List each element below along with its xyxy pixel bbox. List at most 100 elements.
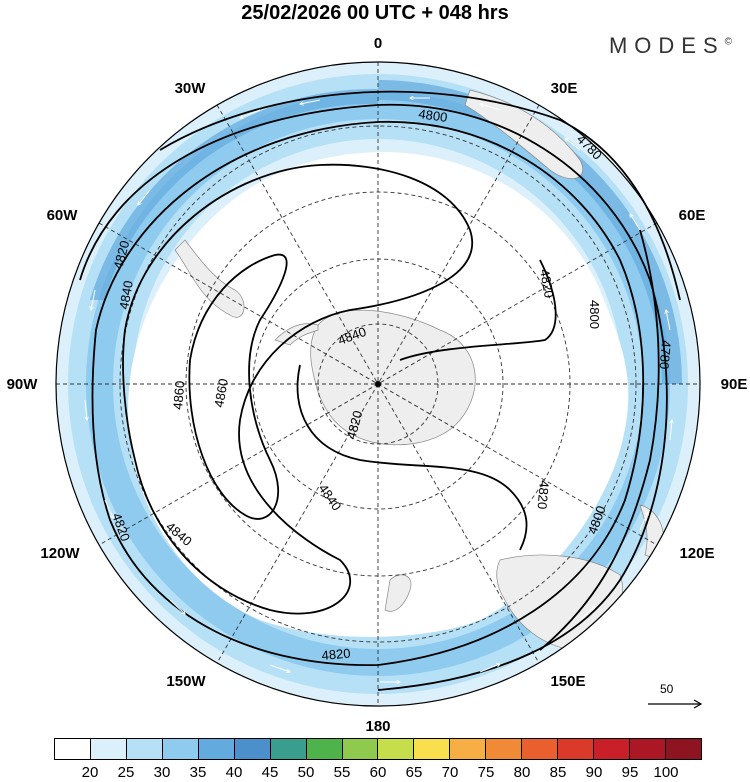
africa	[464, 89, 583, 179]
contour-label: 4820	[343, 409, 365, 441]
contour-labels: 4800 4780 4820 4840 4860 4800 4780 4820 …	[109, 106, 674, 663]
contour-label: 4780	[656, 340, 673, 370]
wind-vector	[565, 138, 581, 151]
colorbar	[54, 738, 702, 760]
colorbar-tick-label: 70	[441, 764, 459, 781]
lon-label-30w: 30W	[175, 80, 207, 97]
wind-vector	[138, 189, 151, 205]
colorbar-tick-label: 20	[81, 764, 99, 781]
wind-vector	[169, 599, 185, 614]
contour-4840	[122, 163, 473, 615]
wind-vector	[269, 664, 290, 672]
wind-vector	[91, 289, 96, 310]
antarctica	[310, 309, 476, 446]
colorbar-cell	[486, 739, 523, 759]
contour-label: 4860	[211, 377, 231, 408]
contour-label: 4820	[321, 646, 351, 663]
lon-label-150w: 150W	[166, 673, 206, 690]
wind-vector	[666, 310, 671, 331]
lon-label-30e: 30E	[551, 80, 578, 97]
wind-vector	[104, 499, 113, 518]
colorbar-tick-label: 60	[369, 764, 387, 781]
colorbar-tick-label: 65	[405, 764, 423, 781]
colorbar-tick-label: 95	[621, 764, 639, 781]
lon-label-180: 180	[365, 718, 390, 735]
wind-vector	[480, 104, 501, 111]
reference-vector-label: 50	[660, 682, 674, 696]
colorbar-cell	[306, 739, 343, 759]
contour-label: 4860	[170, 380, 187, 410]
lon-label-150e: 150E	[550, 673, 585, 690]
colorbar-tick-label: 55	[333, 764, 351, 781]
colorbar-tick-label: 100	[653, 764, 679, 781]
wind-vector	[300, 99, 321, 104]
colorbar-cell	[342, 739, 379, 759]
colorbar-tick-label: 40	[225, 764, 243, 781]
wind-vector	[630, 214, 641, 231]
new-zealand	[384, 574, 412, 612]
contour-4780	[539, 229, 660, 651]
latitude-circle	[119, 125, 637, 643]
colorbar-cell	[665, 739, 701, 759]
contour-label: 4820	[110, 239, 132, 271]
lon-label-60w: 60W	[47, 207, 79, 224]
chart-title: 25/02/2026 00 UTC + 048 hrs	[241, 2, 509, 24]
polar-map: 0 30E 60E 90E 120E 150E 180 150W 120W 90…	[7, 35, 748, 735]
colorbar-cell	[90, 739, 127, 759]
colorbar-tick-label: 30	[153, 764, 171, 781]
colorbar-tick-label: 90	[585, 764, 603, 781]
colorbar-cell	[630, 739, 666, 759]
wind-vector	[84, 399, 87, 420]
south-pole-marker	[375, 381, 381, 387]
contour-4860	[188, 253, 288, 520]
colorbar-cell	[162, 739, 199, 759]
colorbar-cell	[450, 739, 487, 759]
colorbar-tick-label: 50	[297, 764, 315, 781]
wind-vector	[479, 664, 500, 673]
contour-label: 4820	[534, 480, 551, 510]
colorbar-cell	[558, 739, 595, 759]
colorbar-tick-label: 35	[189, 764, 207, 781]
wind-vector	[579, 606, 595, 621]
contour-4820	[91, 121, 645, 666]
longitude-labels: 0 30E 60E 90E 120E 150E 180 150W 120W 90…	[7, 35, 748, 735]
lon-label-90e: 90E	[721, 376, 748, 393]
lon-label-0: 0	[374, 35, 382, 52]
colorbar-cell	[378, 739, 415, 759]
colorbar-tick-label: 80	[513, 764, 531, 781]
wind-vector	[639, 512, 648, 531]
copyright-mark: ©	[724, 36, 732, 48]
brand-logo: MODES©	[609, 33, 732, 59]
reference-vector-arrow	[648, 699, 703, 709]
lon-label-60e: 60E	[679, 207, 706, 224]
colorbar-tick-label: 75	[477, 764, 495, 781]
wind-vector	[240, 109, 261, 118]
colorbar-labels: 20 25 30 35 40 45 50 55 60 65 70 75 80 85 90 95 100	[54, 764, 702, 782]
colorbar-cell	[55, 739, 91, 759]
lon-label-120w: 120W	[40, 545, 80, 562]
colorbar-tick-label: 85	[549, 764, 567, 781]
contour-4800	[159, 90, 681, 301]
contour-label: 4800	[418, 106, 449, 125]
contour-label: 4800	[587, 300, 602, 329]
map-boundary	[55, 61, 701, 707]
colorbar-cell	[414, 739, 451, 759]
colorbar-cell	[270, 739, 307, 759]
colorbar-tick-label: 25	[117, 764, 135, 781]
wind-vector	[669, 420, 672, 441]
colorbar-cell	[594, 739, 630, 759]
south-america	[174, 239, 245, 318]
colorbar-cell	[234, 739, 271, 759]
contour-4800-outer	[79, 103, 668, 691]
colorbar-tick-label: 45	[261, 764, 279, 781]
wind-vectors	[84, 98, 672, 682]
lon-label-120e: 120E	[679, 545, 714, 562]
contour-label: 4840	[116, 279, 136, 310]
lon-label-90w: 90W	[7, 376, 39, 393]
antarctic-peninsula	[274, 323, 319, 346]
contour-4840-inner	[296, 259, 557, 551]
colorbar-cell	[126, 739, 163, 759]
height-contours	[79, 90, 681, 691]
contour-label: 4820	[537, 268, 557, 299]
brand-name: MODES	[608, 33, 725, 58]
